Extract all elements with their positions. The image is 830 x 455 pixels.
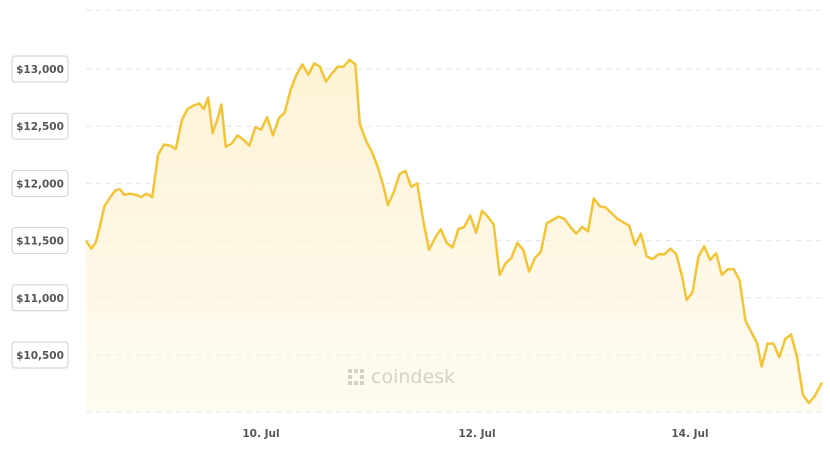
y-tick-box (11, 284, 69, 312)
y-tick-box (11, 112, 69, 140)
x-tick-label: 10. Jul (242, 428, 279, 440)
y-tick: $12,500 (11, 112, 69, 140)
y-tick-box (11, 169, 69, 197)
y-tick: $11,000 (11, 284, 69, 312)
y-tick: $11,500 (11, 227, 69, 255)
y-tick-label: $11,500 (16, 236, 64, 248)
series-line (84, 58, 824, 405)
y-tick-box (11, 341, 69, 369)
y-tick: $10,500 (11, 341, 69, 369)
y-tick-label: $12,000 (16, 178, 64, 190)
x-axis-ticks: 10. Jul 12. Jul 14. Jul (242, 428, 708, 440)
x-tick-label: 12. Jul (458, 428, 495, 440)
y-tick-label: $11,000 (16, 293, 64, 305)
y-tick-label: $12,500 (16, 121, 64, 133)
y-tick-box (11, 55, 69, 83)
y-tick: $12,000 (11, 169, 69, 197)
y-tick: $13,000 (11, 55, 69, 83)
series-area (86, 59, 822, 413)
y-tick-box (11, 227, 69, 255)
y-tick-label: $13,000 (16, 64, 64, 76)
x-tick-label: 14. Jul (671, 428, 708, 440)
y-axis-ticks: $10,500 $11,000 $11,500 $12,000 $12,500 $13,0… (11, 55, 69, 369)
y-tick-label: $10,500 (16, 350, 64, 362)
